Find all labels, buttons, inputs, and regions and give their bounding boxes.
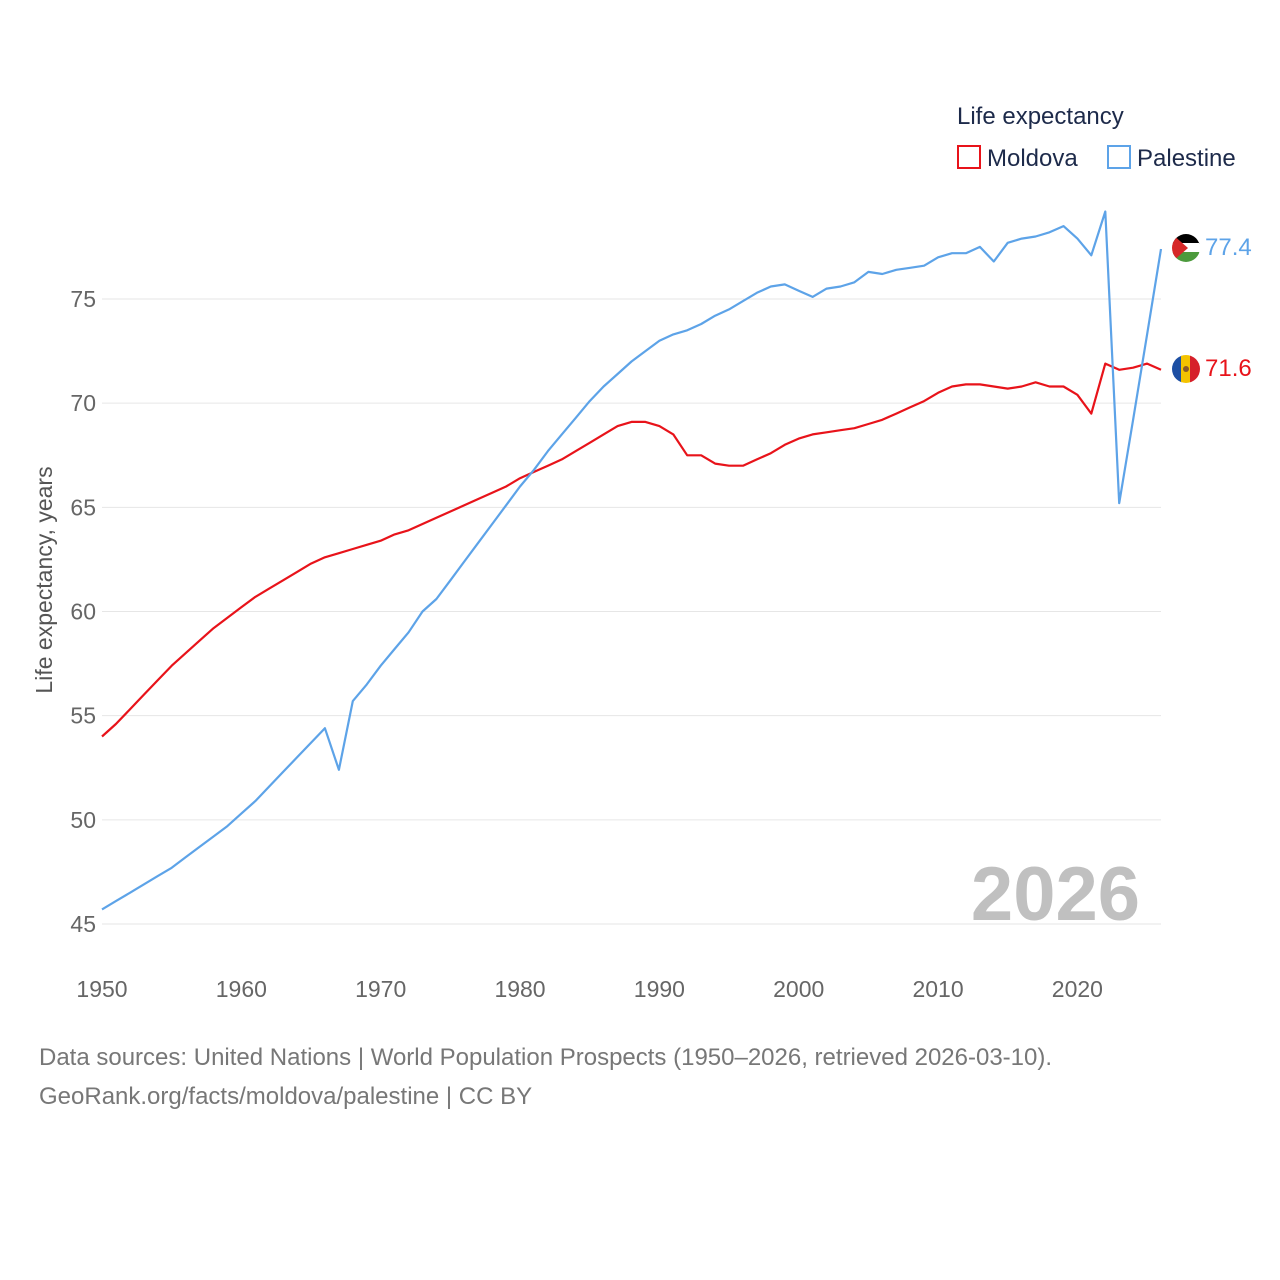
legend-title: Life expectancy xyxy=(957,103,1124,130)
x-tick-label: 2000 xyxy=(773,976,824,1002)
source-url: GeoRank.org/facts/moldova/palestine | CC… xyxy=(39,1083,533,1110)
series-line-palestine xyxy=(101,210,1163,911)
y-tick-label: 70 xyxy=(70,390,96,416)
x-tick-label: 2020 xyxy=(1052,976,1103,1002)
series-layer xyxy=(101,210,1163,911)
legend-label-palestine: Palestine xyxy=(1137,145,1236,172)
y-axis-label: Life expectancy, years xyxy=(31,466,57,693)
x-tick-label: 1950 xyxy=(76,976,127,1002)
data-source-note: Data sources: United Nations | World Pop… xyxy=(39,1044,1053,1071)
legend-swatch-moldova xyxy=(957,145,981,169)
grid xyxy=(102,298,1161,925)
x-tick-label: 1990 xyxy=(634,976,685,1002)
x-tick-label: 1960 xyxy=(216,976,267,1002)
x-axis: 1950 1960 1970 1980 1990 2000 2010 2020 xyxy=(76,976,1103,1002)
y-tick-label: 75 xyxy=(70,286,96,312)
current-year-overlay: 2026 xyxy=(971,852,1140,937)
y-tick-label: 45 xyxy=(70,911,96,937)
legend-item-moldova[interactable]: Moldova xyxy=(957,145,1078,172)
moldova-end-value: 71.6 xyxy=(1205,355,1252,382)
palestine-end-value: 77.4 xyxy=(1205,234,1252,261)
y-tick-label: 55 xyxy=(70,703,96,729)
legend-item-palestine[interactable]: Palestine xyxy=(1107,145,1236,172)
y-axis: 45 50 55 60 65 70 75 xyxy=(70,286,96,937)
x-tick-label: 1970 xyxy=(355,976,406,1002)
palestine-flag-icon xyxy=(1172,234,1200,262)
y-tick-label: 50 xyxy=(70,807,96,833)
moldova-flag-icon xyxy=(1172,355,1200,383)
y-tick-label: 65 xyxy=(70,494,96,520)
y-tick-label: 60 xyxy=(70,599,96,625)
x-tick-label: 1980 xyxy=(494,976,545,1002)
series-line-moldova xyxy=(101,362,1162,738)
legend-label-moldova: Moldova xyxy=(987,145,1078,172)
x-tick-label: 2010 xyxy=(912,976,963,1002)
legend-swatch-palestine xyxy=(1107,145,1131,169)
